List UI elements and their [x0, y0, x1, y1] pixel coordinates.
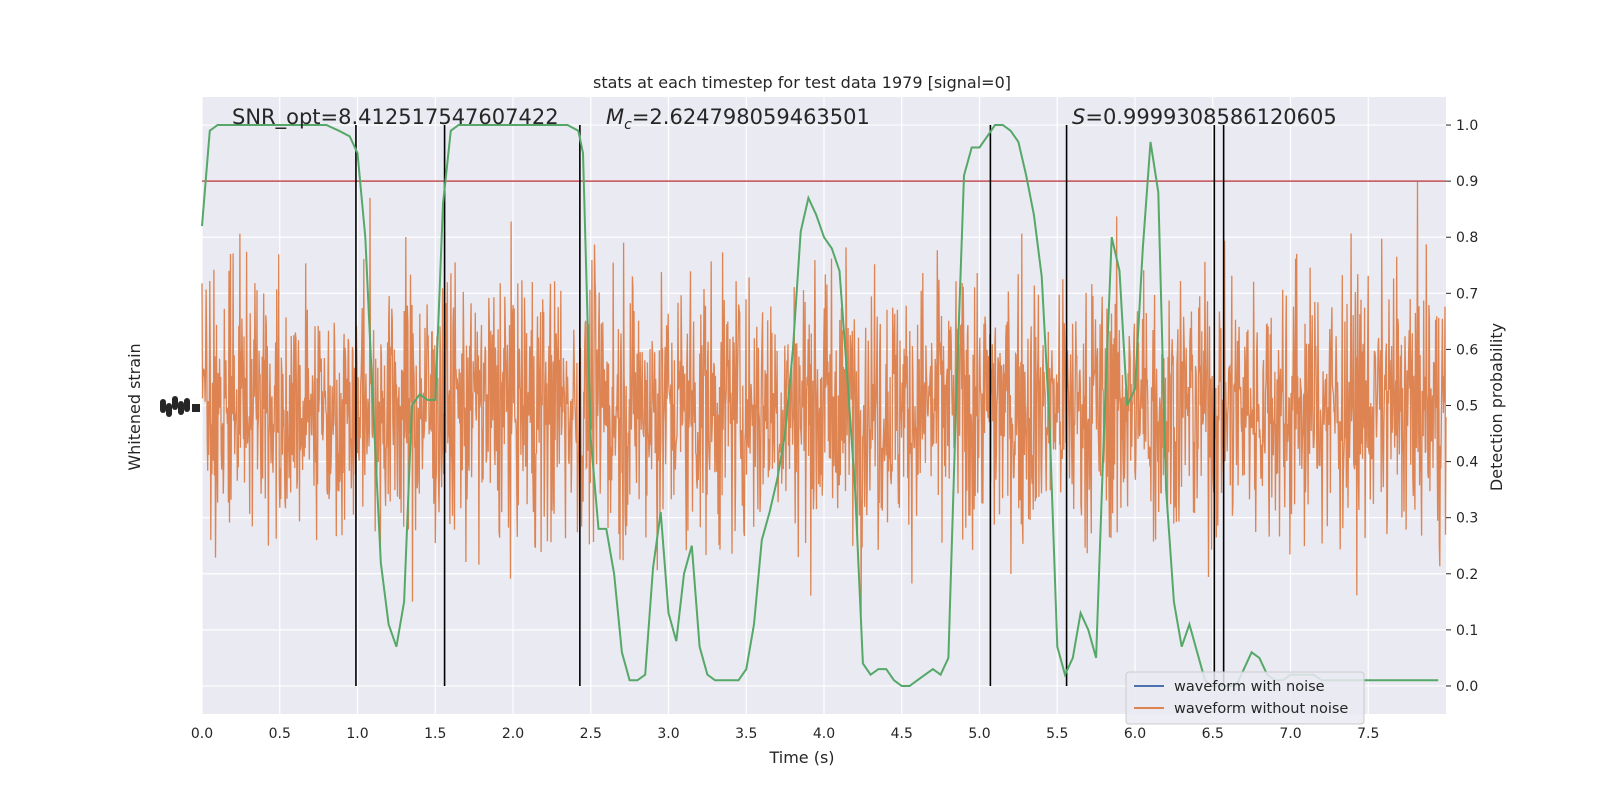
y-right-tick-label: 0.8 — [1456, 230, 1478, 246]
x-axis-label: Time (s) — [768, 748, 834, 767]
left-tick-glyph — [160, 399, 166, 413]
left-axis-ticks — [160, 396, 200, 417]
x-tick-label: 6.0 — [1124, 726, 1146, 742]
x-tick-label: 0.0 — [191, 726, 213, 742]
x-tick-label: 5.0 — [968, 726, 990, 742]
y-right-axis-label: Detection probability — [1487, 323, 1506, 491]
y-right-axis: 0.0 0.1 0.2 0.3 0.4 0.5 0.6 0.7 0.8 0.9 1.0 — [1446, 118, 1478, 695]
mc-subscript: c — [624, 117, 632, 133]
left-tick-mark — [192, 404, 200, 412]
y-right-tick-label: 0.2 — [1456, 567, 1478, 583]
waveform-without-noise — [201, 181, 1447, 615]
y-right-tick-label: 0.6 — [1456, 342, 1478, 358]
x-tick-label: 3.5 — [735, 726, 757, 742]
y-right-tick-label: 0.4 — [1456, 455, 1478, 471]
snr-annotation: SNR_opt=8.412517547607422 — [232, 105, 559, 130]
chart-title: stats at each timestep for test data 197… — [593, 73, 1011, 92]
x-tick-label: 1.0 — [346, 726, 368, 742]
x-tick-label: 3.0 — [657, 726, 679, 742]
y-right-tick-label: 0.7 — [1456, 286, 1478, 302]
y-right-tick-label: 0.9 — [1456, 174, 1478, 190]
mc-value: =2.624798059463501 — [632, 105, 870, 129]
detection-probability-line — [201, 124, 1439, 687]
chirp-mass-annotation: Mc=2.624798059463501 — [606, 105, 870, 133]
x-tick-label: 7.0 — [1279, 726, 1301, 742]
y-right-tick-label: 0.1 — [1456, 623, 1478, 639]
x-tick-label: 4.0 — [813, 726, 835, 742]
x-axis: 0.0 0.5 1.0 1.5 2.0 2.5 3.0 3.5 4.0 4.5 5.0 5.5 6.0 6… — [191, 726, 1380, 742]
s-symbol: S — [1072, 105, 1085, 129]
left-tick-glyph — [178, 401, 184, 415]
noise-waveform-line — [201, 181, 1447, 615]
x-tick-label: 6.5 — [1202, 726, 1224, 742]
legend: waveform with noise waveform without nois… — [1125, 671, 1365, 725]
overlap-annotation: S=0.9999308586120605 — [1072, 105, 1337, 129]
mc-symbol: M — [606, 105, 624, 129]
x-tick-label: 5.5 — [1046, 726, 1068, 742]
left-tick-glyph — [166, 403, 172, 417]
event-lines — [355, 125, 1225, 686]
y-right-tick-label: 1.0 — [1456, 118, 1478, 134]
y-left-axis-label: Whitened strain — [125, 343, 144, 470]
legend-entry: waveform with noise — [1174, 679, 1325, 695]
x-tick-label: 2.5 — [580, 726, 602, 742]
x-tick-label: 1.5 — [424, 726, 446, 742]
legend-box — [1125, 671, 1365, 725]
x-tick-label: 2.0 — [502, 726, 524, 742]
y-right-tick-label: 0.5 — [1456, 399, 1478, 415]
s-value: =0.9999308586120605 — [1085, 105, 1336, 129]
legend-entry: waveform without noise — [1174, 701, 1348, 717]
x-tick-label: 4.5 — [891, 726, 913, 742]
left-tick-glyph — [172, 396, 178, 410]
x-tick-label: 0.5 — [269, 726, 291, 742]
x-tick-label: 7.5 — [1357, 726, 1379, 742]
y-right-tick-label: 0.3 — [1456, 511, 1478, 527]
left-tick-glyph — [184, 398, 190, 412]
y-right-tick-label: 0.0 — [1456, 679, 1478, 695]
